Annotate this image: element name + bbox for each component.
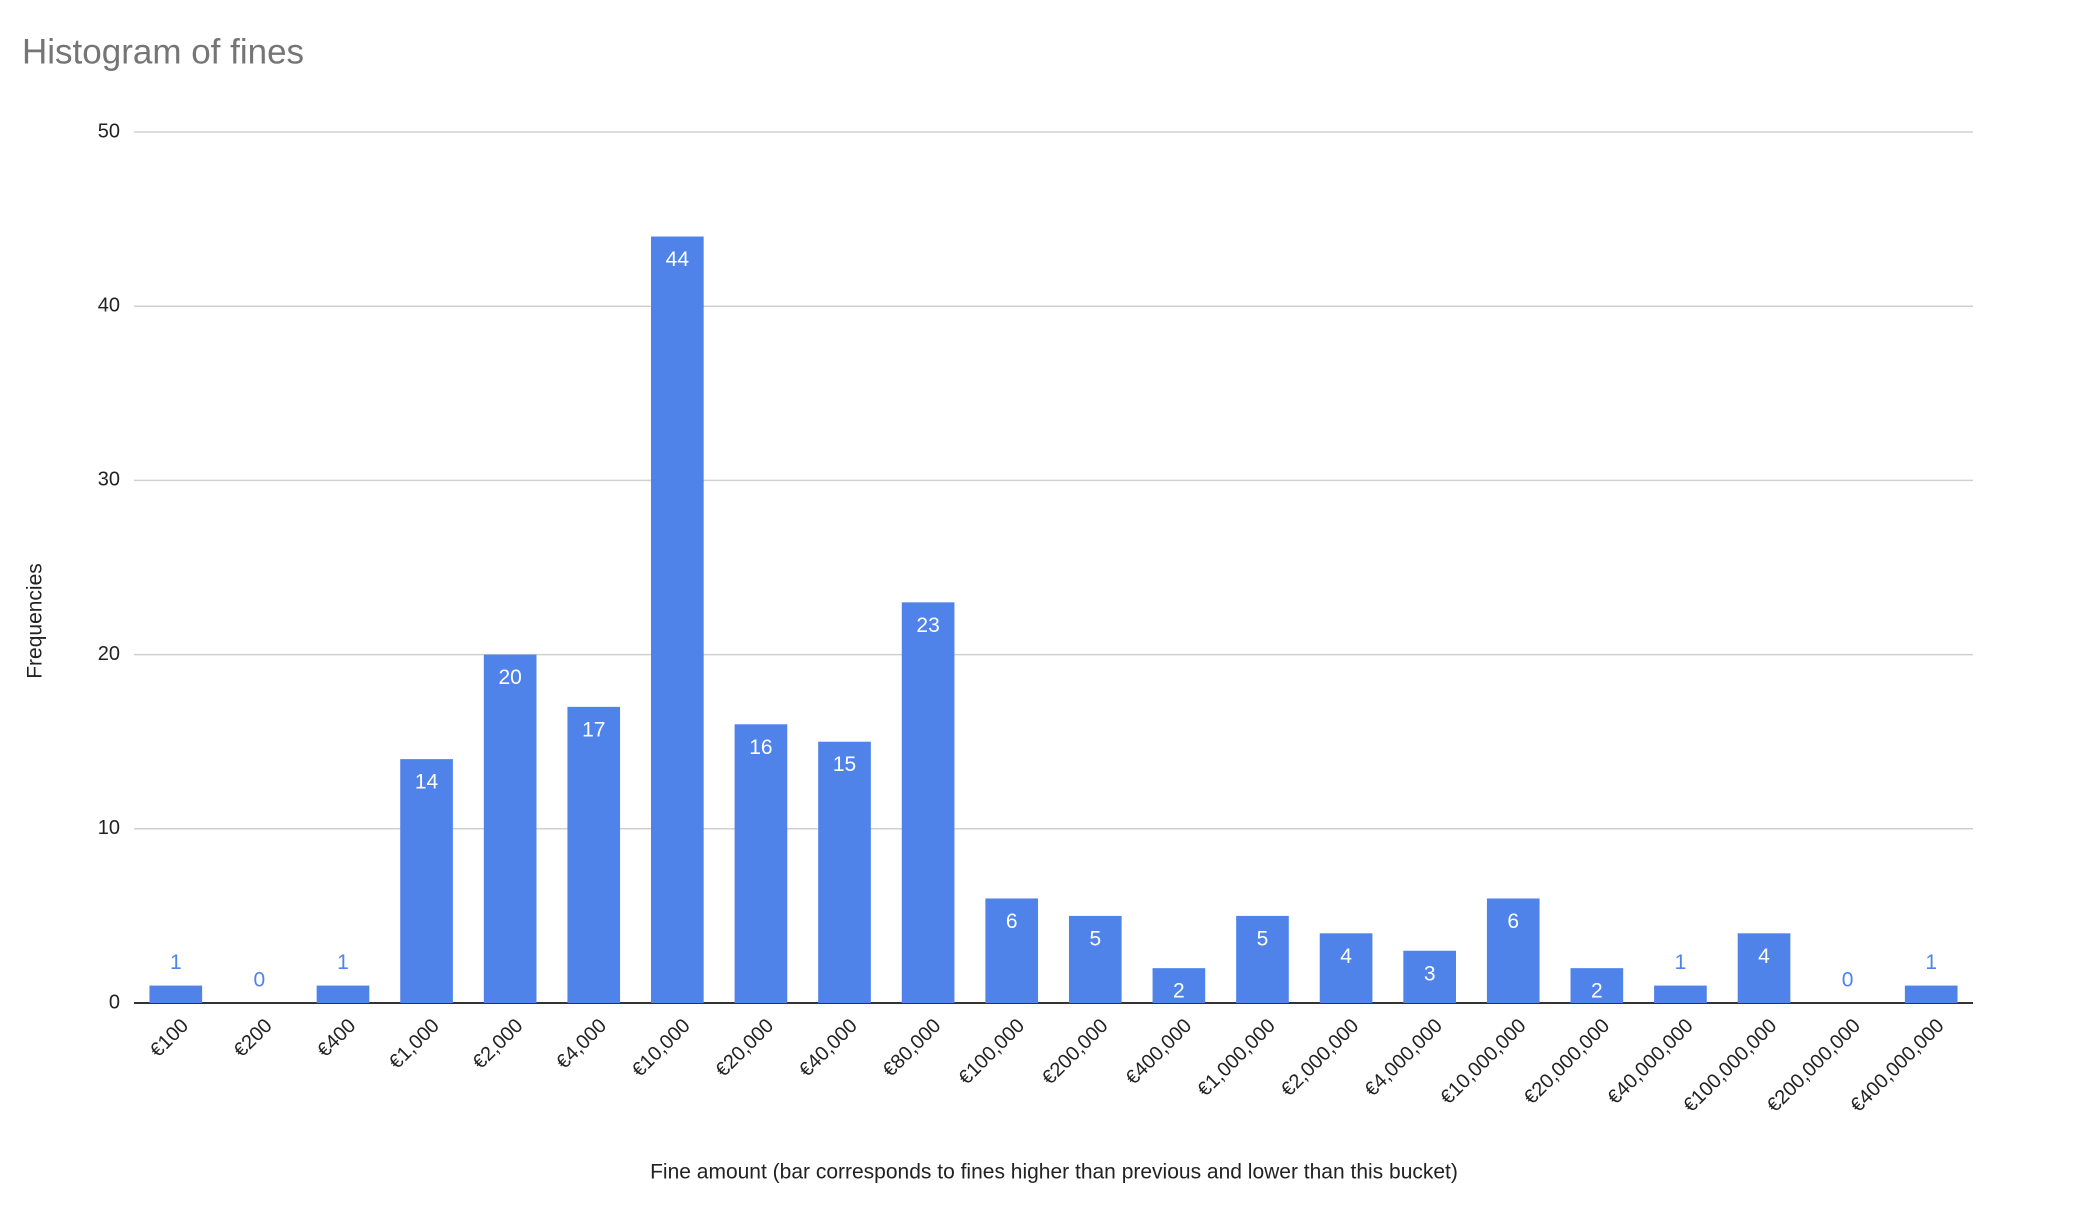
bar: [985, 898, 1039, 1003]
data-label: 16: [749, 736, 772, 759]
x-tick-label: €200: [230, 1015, 277, 1062]
data-label: 0: [254, 969, 266, 992]
bar: [1904, 985, 1958, 1003]
x-tick-label: €80,000: [879, 1015, 946, 1082]
x-tick-label: €100,000: [954, 1015, 1029, 1090]
data-label: 4: [1758, 945, 1770, 968]
x-tick-label: €2,000,000: [1277, 1015, 1363, 1101]
data-label: 44: [666, 248, 690, 271]
data-label: 1: [1925, 951, 1937, 974]
bar: [651, 236, 704, 1003]
x-tick-label: €400,000: [1122, 1015, 1197, 1090]
data-label: 4: [1340, 945, 1352, 968]
data-label: 5: [1257, 927, 1269, 950]
x-tick-label: €200,000: [1038, 1015, 1113, 1090]
x-tick-label: €10,000: [628, 1015, 695, 1082]
data-label: 2: [1173, 980, 1185, 1003]
bar: [149, 985, 203, 1003]
data-label: 23: [916, 614, 939, 637]
bar: [818, 741, 871, 1003]
bar: [400, 759, 453, 1003]
bar: [316, 985, 370, 1003]
y-tick-label: 20: [98, 643, 120, 665]
bar: [567, 706, 621, 1003]
data-label: 2: [1591, 980, 1603, 1003]
x-axis-title: Fine amount (bar corresponds to fines hi…: [650, 1161, 1458, 1184]
data-label: 14: [415, 771, 439, 794]
x-tick-label: €20,000,000: [1520, 1015, 1614, 1109]
chart-title: Histogram of fines: [22, 32, 304, 71]
bar: [1319, 933, 1373, 1003]
data-label: 6: [1507, 910, 1519, 933]
x-tick-label: €20,000: [712, 1015, 779, 1082]
data-label: 17: [582, 718, 605, 741]
x-tick-label: €100: [146, 1015, 193, 1062]
bar: [1737, 933, 1791, 1003]
y-axis-title: Frequencies: [24, 563, 47, 679]
data-label: 1: [1675, 951, 1687, 974]
x-tick-label: €1,000,000: [1193, 1015, 1279, 1101]
data-label: 5: [1089, 927, 1101, 950]
bar: [483, 654, 537, 1003]
x-tick-label: €10,000,000: [1436, 1015, 1530, 1109]
bar: [1236, 915, 1289, 1003]
bar: [1654, 985, 1707, 1003]
y-tick-label: 10: [98, 817, 120, 839]
x-tick-label: €4,000,000: [1361, 1015, 1447, 1101]
bar: [1403, 950, 1456, 1003]
data-label: 15: [833, 753, 856, 776]
data-label: 1: [337, 951, 349, 974]
x-tick-label: €4,000: [552, 1015, 611, 1074]
data-label: 6: [1006, 910, 1018, 933]
y-tick-label: 30: [98, 469, 120, 491]
bar: [1068, 915, 1122, 1003]
bar: [1570, 968, 1624, 1003]
bar: [734, 724, 788, 1003]
y-tick-label: 40: [98, 294, 120, 316]
x-tick-label: €400: [313, 1015, 360, 1062]
x-tick-label: €1,000: [385, 1015, 444, 1074]
bar: [1486, 898, 1540, 1003]
data-label: 0: [1842, 969, 1854, 992]
y-tick-label: 50: [98, 120, 120, 142]
data-label: 1: [170, 951, 182, 974]
x-tick-label: €40,000,000: [1603, 1015, 1697, 1109]
x-tick-label: €40,000: [795, 1015, 862, 1082]
data-label: 20: [498, 666, 521, 689]
data-label: 3: [1424, 962, 1436, 985]
bar: [1152, 968, 1206, 1003]
y-tick-label: 0: [109, 991, 120, 1013]
bar: [901, 602, 955, 1003]
x-tick-label: €2,000: [469, 1015, 528, 1074]
